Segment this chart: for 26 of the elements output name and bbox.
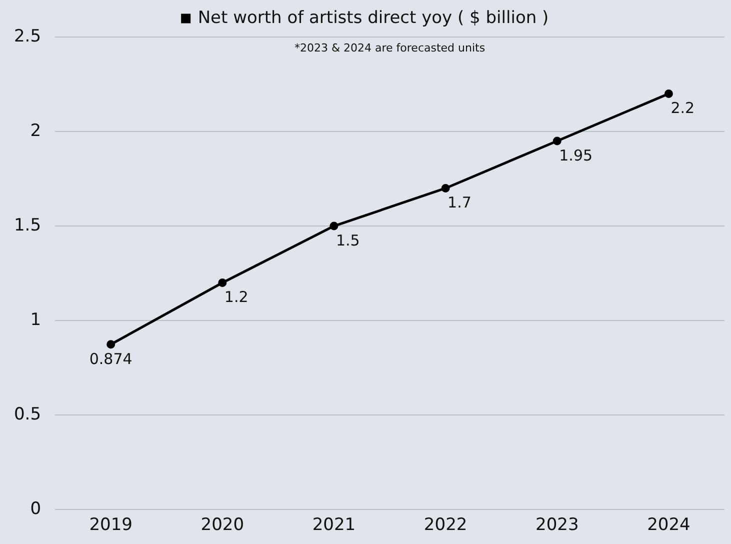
y-tick-label: 0.5 xyxy=(14,404,42,424)
x-tick-label: 2019 xyxy=(89,515,132,536)
data-label: 0.874 xyxy=(89,350,132,368)
data-label: 1.2 xyxy=(224,288,248,306)
y-tick-label: 0 xyxy=(30,499,42,520)
data-label: 1.95 xyxy=(559,146,593,164)
annotation: *2023 & 2024 are forecasted units xyxy=(294,41,486,54)
x-tick-label: 2023 xyxy=(536,515,579,536)
y-tick-label: 2 xyxy=(30,120,42,141)
point xyxy=(552,136,562,146)
y-tick-label: 1 xyxy=(30,310,42,330)
legend-label: Net worth of artists direct yoy ( $ billion ) xyxy=(198,8,549,28)
point xyxy=(330,222,338,230)
y-tick-label: 1.5 xyxy=(14,215,42,236)
data-label: 1.7 xyxy=(448,194,472,212)
x-tick-label: 2020 xyxy=(200,515,244,536)
x-tick-label: 2022 xyxy=(424,515,468,536)
x-tick-label: 2024 xyxy=(647,515,690,536)
point xyxy=(106,340,116,349)
point xyxy=(218,278,227,287)
data-label: 1.5 xyxy=(336,231,360,250)
y-tick-label: 2.5 xyxy=(14,26,42,46)
point xyxy=(441,184,450,192)
data-label: 2.2 xyxy=(670,99,695,118)
point xyxy=(664,89,673,98)
x-tick-label: 2021 xyxy=(312,515,356,536)
